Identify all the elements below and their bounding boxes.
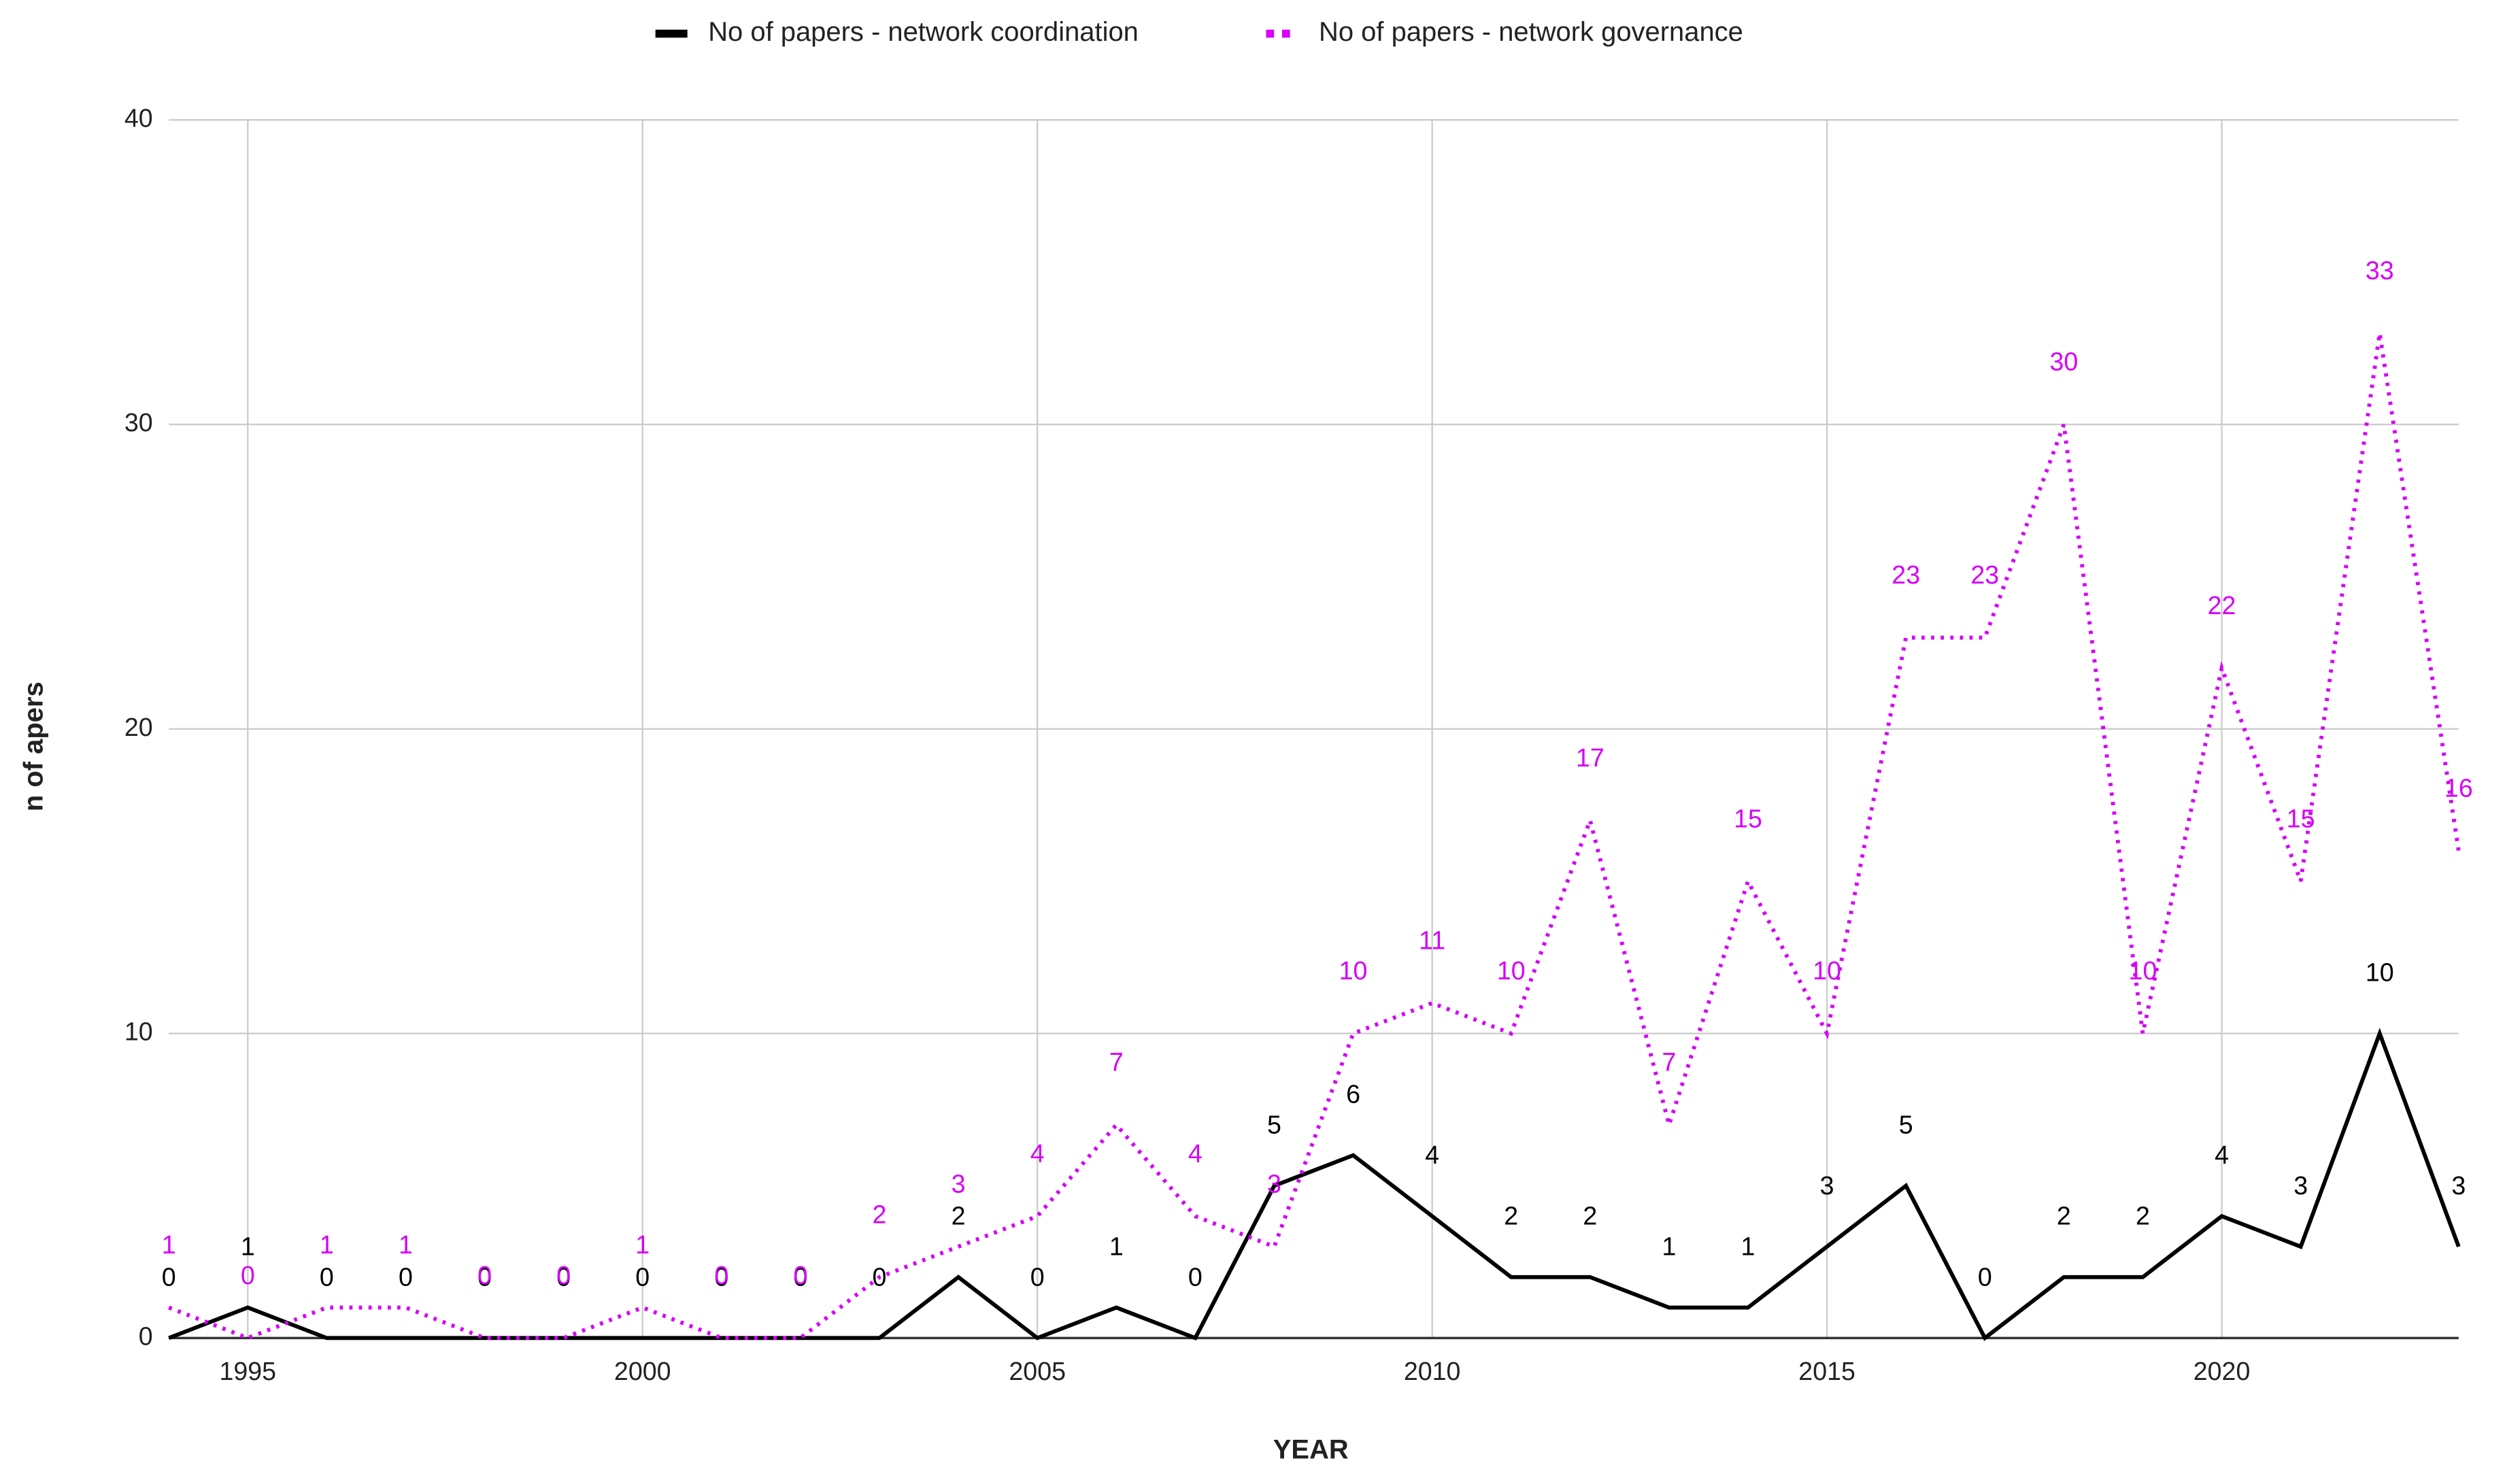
data-label: 1 xyxy=(1662,1232,1676,1261)
data-label: 7 xyxy=(1109,1048,1124,1077)
data-label: 23 xyxy=(1970,560,1999,589)
x-tick-label: 2010 xyxy=(1404,1357,1461,1385)
data-label: 11 xyxy=(1419,926,1445,954)
data-label: 4 xyxy=(2215,1141,2229,1169)
data-label: 15 xyxy=(1734,804,1762,832)
data-label: 1 xyxy=(1109,1232,1124,1261)
data-label: 0 xyxy=(793,1261,807,1289)
data-label: 7 xyxy=(1662,1048,1676,1077)
data-label: 4 xyxy=(1030,1139,1045,1168)
y-tick-label: 40 xyxy=(124,103,153,132)
y-tick-label: 30 xyxy=(124,408,153,437)
data-label: 10 xyxy=(1813,956,1841,985)
data-label: 0 xyxy=(477,1261,492,1289)
data-label: 0 xyxy=(320,1262,334,1291)
data-label: 3 xyxy=(952,1170,966,1198)
data-label: 4 xyxy=(1188,1139,1203,1168)
y-tick-label: 10 xyxy=(124,1017,153,1046)
data-label: 1 xyxy=(162,1230,176,1259)
x-axis-label: YEAR xyxy=(1273,1435,1349,1465)
data-label: 23 xyxy=(1892,560,1920,589)
data-label: 3 xyxy=(1820,1171,1834,1200)
data-label: 2 xyxy=(873,1200,887,1228)
data-label: 2 xyxy=(1504,1202,1518,1230)
data-label: 0 xyxy=(241,1261,255,1289)
data-label: 0 xyxy=(635,1262,650,1291)
data-label: 15 xyxy=(2287,804,2315,832)
data-label: 0 xyxy=(1188,1262,1203,1291)
data-label: 5 xyxy=(1267,1110,1281,1139)
data-label: 2 xyxy=(2057,1202,2071,1230)
data-label: 10 xyxy=(1497,956,1526,985)
data-label: 0 xyxy=(714,1261,728,1289)
data-label: 0 xyxy=(399,1262,413,1291)
data-label: 30 xyxy=(2049,348,2078,376)
data-label: 10 xyxy=(2366,958,2394,987)
data-label: 2 xyxy=(1583,1202,1597,1230)
x-tick-label: 1995 xyxy=(219,1357,276,1385)
data-label: 0 xyxy=(477,1262,492,1291)
data-label: 1 xyxy=(399,1230,413,1259)
data-label: 0 xyxy=(556,1261,571,1289)
data-label: 1 xyxy=(320,1230,334,1259)
data-label: 22 xyxy=(2208,591,2236,620)
series-line xyxy=(168,333,2461,1340)
data-label: 3 xyxy=(1267,1170,1281,1198)
data-label: 3 xyxy=(2293,1171,2308,1200)
data-label: 6 xyxy=(1346,1080,1360,1109)
x-tick-label: 2020 xyxy=(2193,1357,2251,1385)
x-tick-label: 2015 xyxy=(1798,1357,1855,1385)
data-label: 4 xyxy=(1425,1141,1439,1169)
data-label: 10 xyxy=(1339,956,1368,985)
x-tick-label: 2005 xyxy=(1009,1357,1066,1385)
data-label: 1 xyxy=(241,1232,255,1261)
data-label: 0 xyxy=(714,1262,728,1291)
data-label: 0 xyxy=(162,1262,176,1291)
y-axis-label: n of apers xyxy=(18,681,48,811)
data-label: 3 xyxy=(2451,1171,2466,1200)
data-label: 1 xyxy=(635,1230,650,1259)
x-tick-label: 2000 xyxy=(614,1357,671,1385)
data-label: 16 xyxy=(2444,774,2473,803)
data-label: 5 xyxy=(1899,1110,1913,1139)
data-label: 2 xyxy=(2136,1202,2150,1230)
data-label: 0 xyxy=(793,1262,807,1291)
data-label: 33 xyxy=(2366,256,2394,284)
legend-label: No of papers - network coordination xyxy=(708,17,1139,47)
y-tick-label: 0 xyxy=(139,1321,153,1350)
series-line xyxy=(168,1028,2461,1341)
data-label: 0 xyxy=(556,1262,571,1291)
legend-label: No of papers - network governance xyxy=(1319,17,1743,47)
y-tick-label: 20 xyxy=(124,713,153,741)
data-label: 2 xyxy=(952,1202,966,1230)
data-label: 17 xyxy=(1576,743,1604,772)
data-label: 1 xyxy=(1741,1232,1755,1261)
data-label: 0 xyxy=(1030,1262,1045,1291)
data-label: 10 xyxy=(2129,956,2157,985)
data-label: 0 xyxy=(1978,1262,1992,1291)
